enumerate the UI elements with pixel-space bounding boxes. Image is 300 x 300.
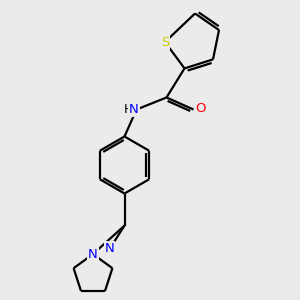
Text: N: N bbox=[105, 242, 114, 256]
Text: O: O bbox=[195, 101, 205, 115]
Text: S: S bbox=[161, 35, 169, 49]
Text: N: N bbox=[129, 103, 139, 116]
Text: H: H bbox=[124, 103, 133, 116]
Text: N: N bbox=[88, 248, 98, 261]
